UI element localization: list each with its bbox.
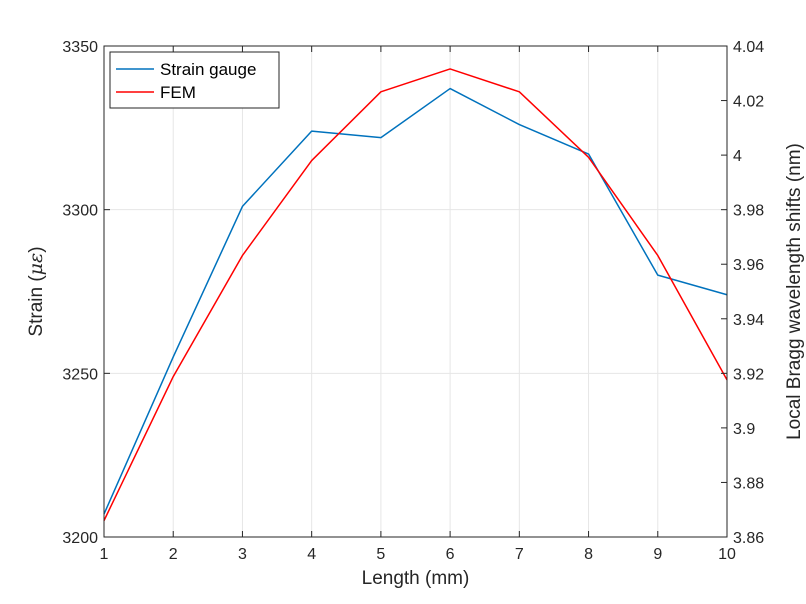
x-tick-label: 10 <box>718 546 736 563</box>
y-left-tick-label: 3300 <box>62 203 98 220</box>
legend-label-strain-gauge: Strain gauge <box>160 60 256 79</box>
x-tick-label: 4 <box>307 546 316 563</box>
y-left-tick-label: 3250 <box>62 366 98 383</box>
legend: Strain gauge FEM <box>109 51 280 109</box>
x-axis-label: Length (mm) <box>362 568 470 589</box>
y-axis-left-label-unit: με <box>25 253 47 276</box>
x-tick-label: 2 <box>169 546 178 563</box>
x-tick-label: 6 <box>446 546 455 563</box>
y-right-tick-label: 3.98 <box>733 203 764 220</box>
y-right-tick-label: 3.96 <box>733 257 764 274</box>
y-right-tick-label: 4 <box>733 148 742 165</box>
x-tick-label: 1 <box>100 546 109 563</box>
y-right-tick-label: 3.9 <box>733 421 755 438</box>
series-line-strain-gauge <box>103 87 728 515</box>
y-right-tick-label: 3.94 <box>733 312 764 329</box>
ticks: 1 2 3 4 5 6 7 8 9 10 3200 3250 3300 3350 3.86 3.88 3.9 3.… <box>62 39 764 563</box>
y-left-tick-label: 3350 <box>62 39 98 56</box>
y-right-tick-label: 4.04 <box>733 39 764 56</box>
y-right-tick-label: 3.88 <box>733 475 764 492</box>
y-axis-left-label: Strain (με) <box>25 246 47 336</box>
x-tick-label: 3 <box>238 546 247 563</box>
y-right-tick-label: 4.02 <box>733 94 764 111</box>
series-layer <box>103 68 728 521</box>
plot-frame <box>103 45 728 538</box>
grid <box>104 46 727 537</box>
y-right-tick-label: 3.92 <box>733 366 764 383</box>
x-tick-label: 5 <box>376 546 385 563</box>
y-right-tick-label: 3.86 <box>733 530 764 547</box>
legend-label-fem: FEM <box>160 83 196 102</box>
x-tick-label: 9 <box>653 546 662 563</box>
y-axis-right-label: Local Bragg wavelength shifts (nm) <box>784 143 805 440</box>
y-axis-left-label-suffix: ) <box>26 246 47 252</box>
series-line-fem <box>103 68 728 521</box>
x-tick-label: 8 <box>584 546 593 563</box>
y-left-tick-label: 3200 <box>62 530 98 547</box>
legend-box <box>109 51 280 109</box>
y-axis-left-label-prefix: Strain ( <box>26 275 47 337</box>
x-tick-label: 7 <box>515 546 524 563</box>
